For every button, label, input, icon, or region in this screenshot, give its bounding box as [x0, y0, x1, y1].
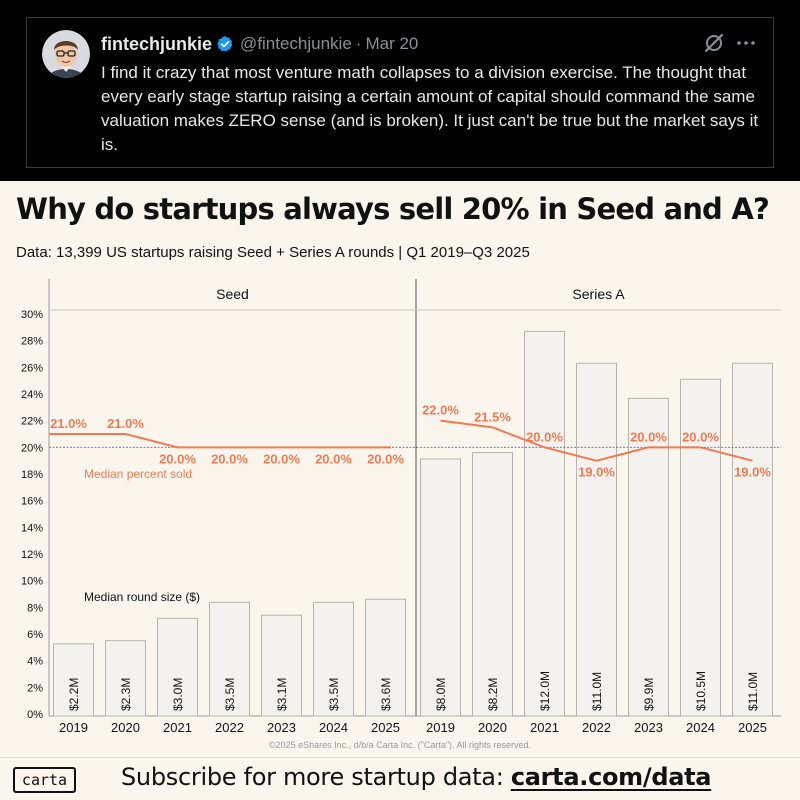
avatar[interactable] [42, 30, 90, 78]
tweet-text: I find it crazy that most venture math c… [101, 63, 759, 154]
x-tick-label: 2021 [530, 720, 559, 735]
line-annotation: Median percent sold [84, 467, 192, 481]
footer: carta Subscribe for more startup data: c… [0, 757, 800, 800]
bar-value-label: $12.0M [538, 671, 552, 711]
x-tick-label: 2024 [686, 720, 715, 735]
line-value-label: 20.0% [526, 429, 563, 444]
bar-value-label: $2.3M [119, 678, 133, 711]
subscribe-text: Subscribe for more startup data: carta.c… [121, 763, 712, 791]
tweet-header: fintechjunkie @fintechjunkie · Mar 20 [101, 32, 418, 56]
bar [524, 330, 565, 717]
bar [209, 601, 250, 717]
bar [261, 614, 302, 717]
bar-value-label: $3.5M [327, 678, 341, 711]
line-value-label: 19.0% [578, 465, 615, 480]
x-tick-label: 2025 [738, 720, 767, 735]
subscribe-link[interactable]: carta.com/data [510, 763, 712, 791]
y-tick-label: 22% [21, 416, 43, 428]
y-tick-label: 2% [27, 682, 43, 694]
carta-logo[interactable]: carta [13, 767, 76, 793]
x-tick-label: 2025 [371, 720, 400, 735]
panel-title: Series A [572, 286, 625, 302]
x-tick-label: 2024 [319, 720, 348, 735]
x-tick-label: 2022 [582, 720, 611, 735]
y-tick-label: 8% [27, 602, 43, 614]
y-tick-label: 24% [21, 389, 43, 401]
chart-title: Why do startups always sell 20% in Seed … [16, 192, 770, 226]
bar-value-label: $10.5M [694, 671, 708, 711]
median-percent-line [49, 433, 391, 449]
x-tick-label: 2019 [426, 720, 455, 735]
y-tick-label: 30% [21, 309, 43, 321]
tweet-band: fintechjunkie @fintechjunkie · Mar 20 [0, 0, 800, 181]
line-value-label: 20.0% [630, 429, 667, 444]
copyright-notice: ©2025 eShares Inc., d/b/a Carta Inc. ("C… [268, 740, 532, 750]
line-value-label: 20.0% [367, 451, 404, 466]
more-options-icon[interactable] [735, 32, 757, 54]
x-tick-label: 2023 [634, 720, 663, 735]
line-value-label: 22.0% [422, 403, 459, 418]
bar [732, 362, 773, 717]
subscribe-label: Subscribe for more startup data: [121, 763, 511, 791]
x-tick-label: 2019 [59, 720, 88, 735]
line-value-label: 20.0% [315, 451, 352, 466]
line-value-label: 20.0% [263, 451, 300, 466]
bar [576, 362, 617, 717]
bar-value-label: $3.6M [379, 678, 393, 711]
line-value-label: 20.0% [159, 451, 196, 466]
bar-value-label: $11.0M [746, 672, 760, 711]
author-handle[interactable]: @fintechjunkie [240, 34, 352, 53]
median-percent-line [440, 419, 753, 462]
bar [365, 598, 406, 717]
y-tick-label: 12% [21, 549, 43, 561]
bar [628, 397, 669, 717]
y-tick-label: 10% [21, 576, 43, 588]
y-tick-label: 18% [21, 469, 43, 481]
y-tick-label: 20% [21, 442, 43, 454]
line-value-label: 21.0% [50, 416, 87, 431]
author-name[interactable]: fintechjunkie [101, 33, 213, 54]
chart: Seed Series A 0% 2% 4% 6% 8% 10% 12% 14% 16% 18% 20%… [21, 279, 781, 735]
x-tick-label: 2021 [163, 720, 192, 735]
bar [472, 452, 513, 717]
bar-value-label: $11.0M [590, 672, 604, 711]
x-tick-label: 2020 [111, 720, 140, 735]
bar-value-label: $3.5M [223, 678, 237, 711]
bar [313, 601, 354, 717]
bar-value-label: $8.0M [434, 678, 448, 711]
line-value-label: 20.0% [682, 429, 719, 444]
line-value-label: 21.5% [474, 409, 511, 424]
y-tick-label: 6% [27, 629, 43, 641]
bar-value-label: $8.2M [486, 678, 500, 711]
verified-badge-icon [216, 35, 234, 53]
line-value-label: 19.0% [734, 465, 771, 480]
y-tick-label: 4% [27, 656, 43, 668]
bar-value-label: $9.9M [642, 678, 656, 711]
y-tick-label: 0% [27, 709, 43, 721]
bar-value-label: $3.0M [171, 678, 185, 711]
post-date[interactable]: Mar 20 [365, 34, 419, 53]
bar [680, 378, 721, 717]
x-tick-label: 2022 [215, 720, 244, 735]
chart-subtitle: Data: 13,399 US startups raising Seed + … [16, 244, 530, 261]
y-tick-label: 16% [21, 496, 43, 508]
bar [420, 458, 461, 717]
bar-annotation: Median round size ($) [84, 590, 200, 604]
y-tick-label: 26% [21, 362, 43, 374]
x-tick-label: 2020 [478, 720, 507, 735]
y-tick-label: 28% [21, 336, 43, 348]
y-tick-label: 14% [21, 522, 43, 534]
bar-value-label: $3.1M [275, 678, 289, 711]
bar [105, 640, 146, 717]
bar-value-label: $2.2M [67, 678, 81, 711]
grok-icon[interactable] [703, 32, 725, 54]
separator-dot: · [355, 34, 362, 53]
line-value-label: 21.0% [107, 416, 144, 431]
tweet-card[interactable]: fintechjunkie @fintechjunkie · Mar 20 [26, 17, 774, 168]
x-tick-label: 2023 [267, 720, 296, 735]
line-value-label: 20.0% [211, 451, 248, 466]
panel-title: Seed [216, 286, 249, 302]
bar [157, 617, 198, 717]
bar [53, 643, 94, 717]
